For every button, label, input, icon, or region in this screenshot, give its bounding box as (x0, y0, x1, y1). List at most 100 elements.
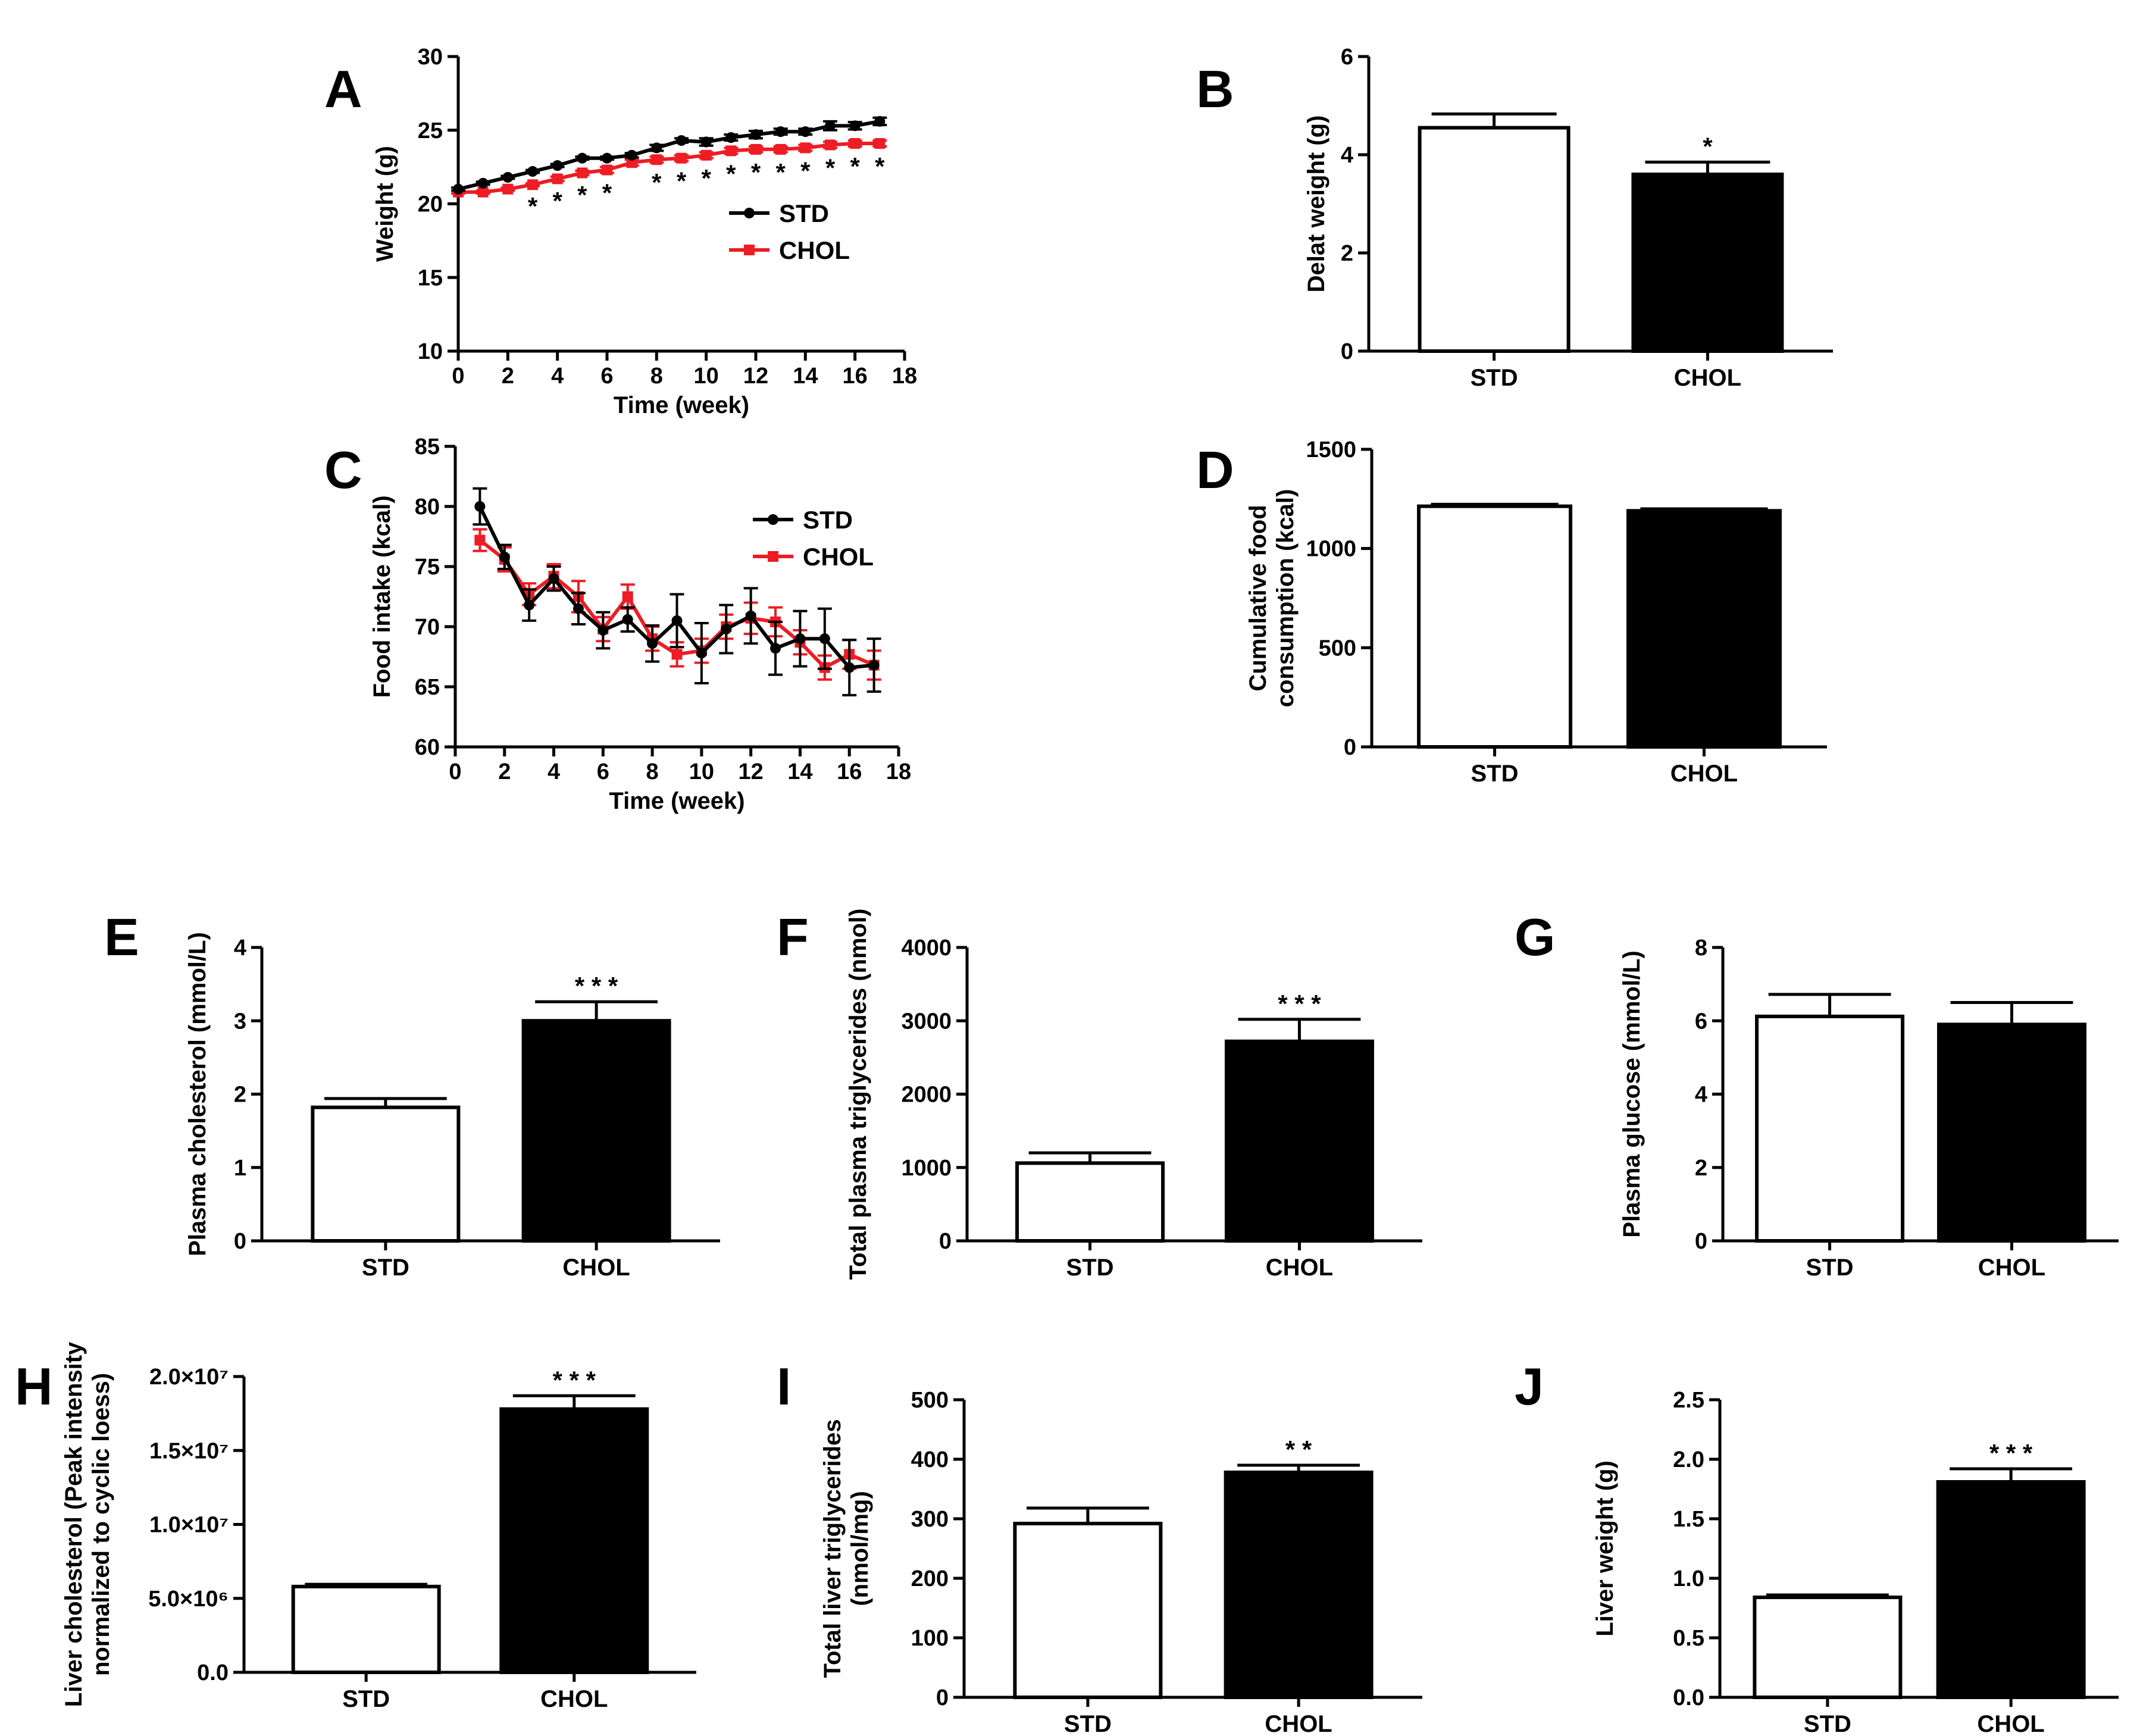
panel-a-significance: * (552, 187, 562, 215)
panel-a-series-std-point (602, 152, 612, 164)
panel-a-series-chol-point (725, 145, 737, 157)
panel-c-xtick-label: 6 (597, 759, 609, 784)
panel-a-series-std-point (477, 177, 489, 189)
panel-f-ytick-label: 4000 (901, 936, 952, 961)
panel-c-legend-marker (768, 514, 778, 525)
panel-a-series-std-point (552, 160, 563, 171)
panel-a-xtick-label: 16 (843, 364, 868, 389)
panel-h: H 0.0 5.0×10⁶ 1.0×10⁷ 1.5×10⁷ 2.0×10⁷ Liver ch… (15, 1341, 696, 1712)
panel-i-significance: * * (1285, 1435, 1312, 1463)
panel-g-ytick-label: 8 (1695, 936, 1707, 961)
panel-a-xtick-label: 14 (793, 364, 818, 389)
panel-g-ytick-label: 0 (1695, 1229, 1707, 1254)
panel-i-ytick-label: 100 (911, 1626, 949, 1651)
panel-a-series-chol-point (602, 164, 612, 176)
panel-c-series-std-point (647, 638, 658, 649)
panel-h-ylabel: Liver cholesterol (Peak intensity (61, 1341, 87, 1707)
panel-c-series-std-point (671, 615, 683, 626)
panel-a-series-chol-point (651, 154, 662, 165)
panel-c-series-std-point (721, 624, 732, 635)
panel-c-series-std (473, 487, 881, 697)
panel-a-series-std-point (750, 129, 761, 140)
panel-i-ylabel: (nmol/mg) (847, 1491, 873, 1606)
panel-j-bar-std (1753, 1596, 1903, 1699)
panel-d-letter: D (1196, 440, 1234, 499)
panel-j-significance: * * * (1989, 1439, 2033, 1467)
panel-a-series-chol-point (874, 138, 886, 149)
panel-g-bar-chol (1936, 1022, 2086, 1243)
panel-a-series-std-point (676, 135, 687, 146)
panel-c-xtick-label: 10 (689, 759, 714, 784)
panel-h-bar-chol (499, 1407, 649, 1674)
panel-i-ytick-label: 300 (911, 1507, 949, 1532)
panel-a-series-std-line (458, 119, 880, 191)
panel-c-ytick-label: 60 (415, 735, 440, 760)
panel-d-ytick-label: 1000 (1306, 537, 1356, 562)
panel-c-legend-label: CHOL (803, 543, 874, 571)
panel-i-ytick-label: 500 (911, 1388, 949, 1413)
panel-a-series-chol-line (458, 142, 880, 194)
panel-e-ylabel: Plasma cholesterol (mmol/L) (184, 932, 211, 1256)
panel-a-ytick-label: 10 (418, 339, 443, 364)
panel-a-significance: * (850, 152, 860, 180)
panel-c-xlabel: Time (week) (609, 788, 744, 814)
panel-c: C 60 65 70 75 80 85 Food intake (kcal) 0 2 4 6 8 10 12… (324, 434, 911, 814)
panel-e-ytick-label: 4 (234, 936, 246, 961)
panel-i-xtick-label: CHOL (1265, 1711, 1332, 1736)
panel-e-bar-chol (521, 1019, 671, 1243)
panel-c-series-std-point (868, 659, 880, 671)
panel-c-xtick-label: 18 (886, 759, 911, 784)
panel-h-bar-std (291, 1584, 441, 1675)
panel-a-significance: * (800, 157, 811, 184)
panel-d-ytick-label: 500 (1319, 636, 1356, 661)
panel-a-series-chol-point (775, 143, 786, 155)
panel-e-letter: E (104, 908, 139, 966)
panel-a-series-std-point (651, 142, 662, 154)
panel-h-ylabel: normalized to cyclic loess) (88, 1373, 114, 1676)
panel-d-ylabel: Cumulative food (1245, 505, 1271, 691)
panel-e-ytick-label: 3 (234, 1009, 246, 1034)
panel-b-ytick-label: 2 (1341, 241, 1353, 266)
panel-e-ytick-label: 0 (234, 1229, 246, 1254)
panel-g-ytick-label: 6 (1695, 1009, 1707, 1034)
panel-a-series-chol-point (527, 179, 538, 190)
panel-a-significance: * (677, 167, 687, 195)
panel-g-ylabel: Plasma glucose (mmol/L) (1619, 950, 1645, 1237)
panel-c-series-chol-point (622, 591, 633, 602)
panel-f-ytick-label: 2000 (901, 1083, 952, 1108)
panel-d-ytick-label: 1500 (1306, 437, 1356, 462)
panel-c-series-std-point (622, 614, 633, 625)
panel-e-ytick-label: 2 (234, 1083, 246, 1108)
panel-a-series-chol-point (849, 138, 861, 149)
panel-f-ylabel: Total plasma triglycerides (nmol) (845, 909, 871, 1280)
panel-f-xtick-label: STD (1066, 1255, 1114, 1281)
panel-c-series-std-point (794, 633, 806, 645)
panel-a-series-chol-point (626, 157, 637, 168)
panel-c-ytick-label: 65 (415, 675, 440, 700)
panel-f-ytick-label: 0 (939, 1229, 952, 1254)
panel-h-ytick-label: 2.0×10⁷ (149, 1365, 229, 1390)
panel-d-ylabel: consumption (kcal) (1272, 489, 1299, 708)
panel-g-xtick-label: STD (1806, 1255, 1854, 1281)
panel-b-significance: * (1703, 132, 1713, 160)
panel-a-legend-marker (744, 208, 755, 218)
panel-a-significance: * (726, 159, 736, 187)
panel-c-series-chol-point (671, 649, 683, 660)
panel-b-bar-chol (1631, 173, 1784, 353)
panel-j-ytick-label: 0.0 (1673, 1685, 1704, 1710)
panel-c-series-chol-point (474, 534, 486, 546)
panel-a-legend-marker (744, 245, 755, 255)
panel-a-significance: * (602, 179, 612, 207)
panel-d-bar-chol (1626, 509, 1782, 749)
panel-c-ytick-label: 75 (415, 555, 440, 580)
panel-c-xtick-label: 8 (646, 759, 659, 784)
panel-i-ytick-label: 0 (936, 1685, 949, 1710)
panel-c-series-std-point (474, 501, 486, 512)
panel-j: J 0.0 0.5 1.0 1.5 2.0 2.5 Liver weight (g) STD CH… (1515, 1357, 2119, 1736)
panel-b-xtick-label: STD (1471, 365, 1518, 391)
panel-a-series-chol-point (700, 149, 712, 161)
panel-j-ytick-label: 0.5 (1673, 1626, 1704, 1651)
panel-c-legend-label: STD (803, 506, 853, 534)
panel-g-xtick-label: CHOL (1978, 1255, 2045, 1281)
